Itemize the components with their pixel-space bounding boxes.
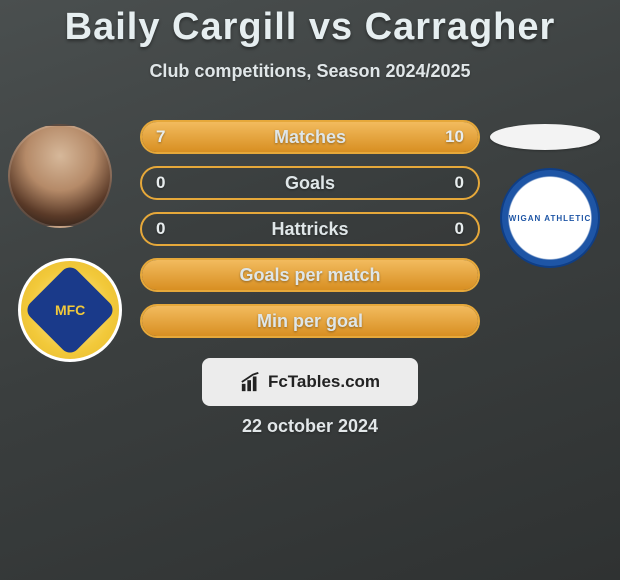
club-right-name: WIGAN ATHLETIC — [509, 214, 591, 223]
date-text: 22 october 2024 — [0, 416, 620, 437]
stat-row-hattricks: 0 Hattricks 0 — [140, 212, 480, 246]
stat-label: Matches — [274, 127, 346, 148]
chart-icon — [240, 371, 262, 393]
stat-right-value: 0 — [455, 173, 464, 193]
stat-right-value: 0 — [455, 219, 464, 239]
stat-label: Min per goal — [257, 311, 363, 332]
brand-text: FcTables.com — [268, 372, 380, 392]
stat-left-value: 0 — [156, 219, 165, 239]
stat-row-goals: 0 Goals 0 — [140, 166, 480, 200]
stat-label: Goals — [285, 173, 335, 194]
stat-label: Goals per match — [239, 265, 380, 286]
club-left-abbrev: MFC — [55, 302, 85, 318]
brand-badge[interactable]: FcTables.com — [202, 358, 418, 406]
page-title: Baily Cargill vs Carragher — [0, 0, 620, 49]
player-left-club-badge: MFC — [18, 258, 122, 362]
stat-row-gpm: Goals per match — [140, 258, 480, 292]
player-right-avatar — [490, 124, 600, 150]
stats-container: 7 Matches 10 0 Goals 0 0 Hattricks 0 Goa… — [140, 120, 480, 350]
player-left-avatar — [8, 124, 112, 228]
stat-left-value: 7 — [156, 127, 165, 147]
stat-left-value: 0 — [156, 173, 165, 193]
stat-label: Hattricks — [271, 219, 348, 240]
stat-right-value: 10 — [445, 127, 464, 147]
subtitle: Club competitions, Season 2024/2025 — [0, 61, 620, 82]
stat-row-matches: 7 Matches 10 — [140, 120, 480, 154]
player-right-club-badge: WIGAN ATHLETIC — [500, 168, 600, 268]
stat-row-mpg: Min per goal — [140, 304, 480, 338]
